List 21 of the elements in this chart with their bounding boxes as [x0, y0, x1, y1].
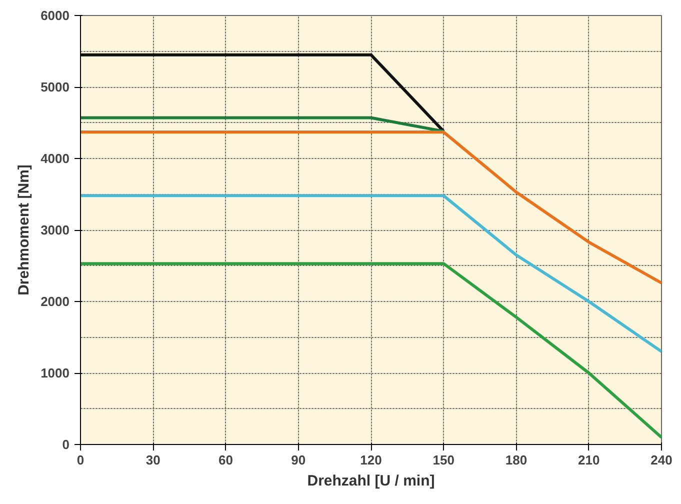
line-series: [80, 262, 662, 439]
x-tick-label: 0: [76, 452, 84, 468]
y-tick-label: 6000: [40, 8, 70, 23]
x-tick-label: 240: [650, 452, 672, 468]
x-tick-label: 60: [218, 452, 233, 468]
x-tick-label: 150: [432, 452, 454, 468]
x-tick-label: 120: [360, 452, 382, 468]
y-tick-label: 4000: [40, 151, 70, 166]
y-axis-title: Drehmoment [Nm]: [16, 164, 33, 296]
line-series: [80, 130, 662, 284]
x-tick-label: 210: [578, 452, 600, 468]
x-tick-label: 30: [146, 452, 160, 468]
y-tick-label: 1000: [40, 366, 70, 380]
x-tick-label: 180: [505, 452, 528, 468]
x-tick-label: 90: [291, 452, 306, 468]
y-tick-label: 3000: [40, 222, 70, 238]
y-tick-label: 2000: [40, 294, 70, 309]
y-tick-label: 5000: [40, 80, 70, 94]
y-tick-label: 0: [62, 437, 70, 452]
line-series: [80, 194, 662, 354]
x-axis-title: Drehzahl [U / min]: [307, 472, 435, 490]
